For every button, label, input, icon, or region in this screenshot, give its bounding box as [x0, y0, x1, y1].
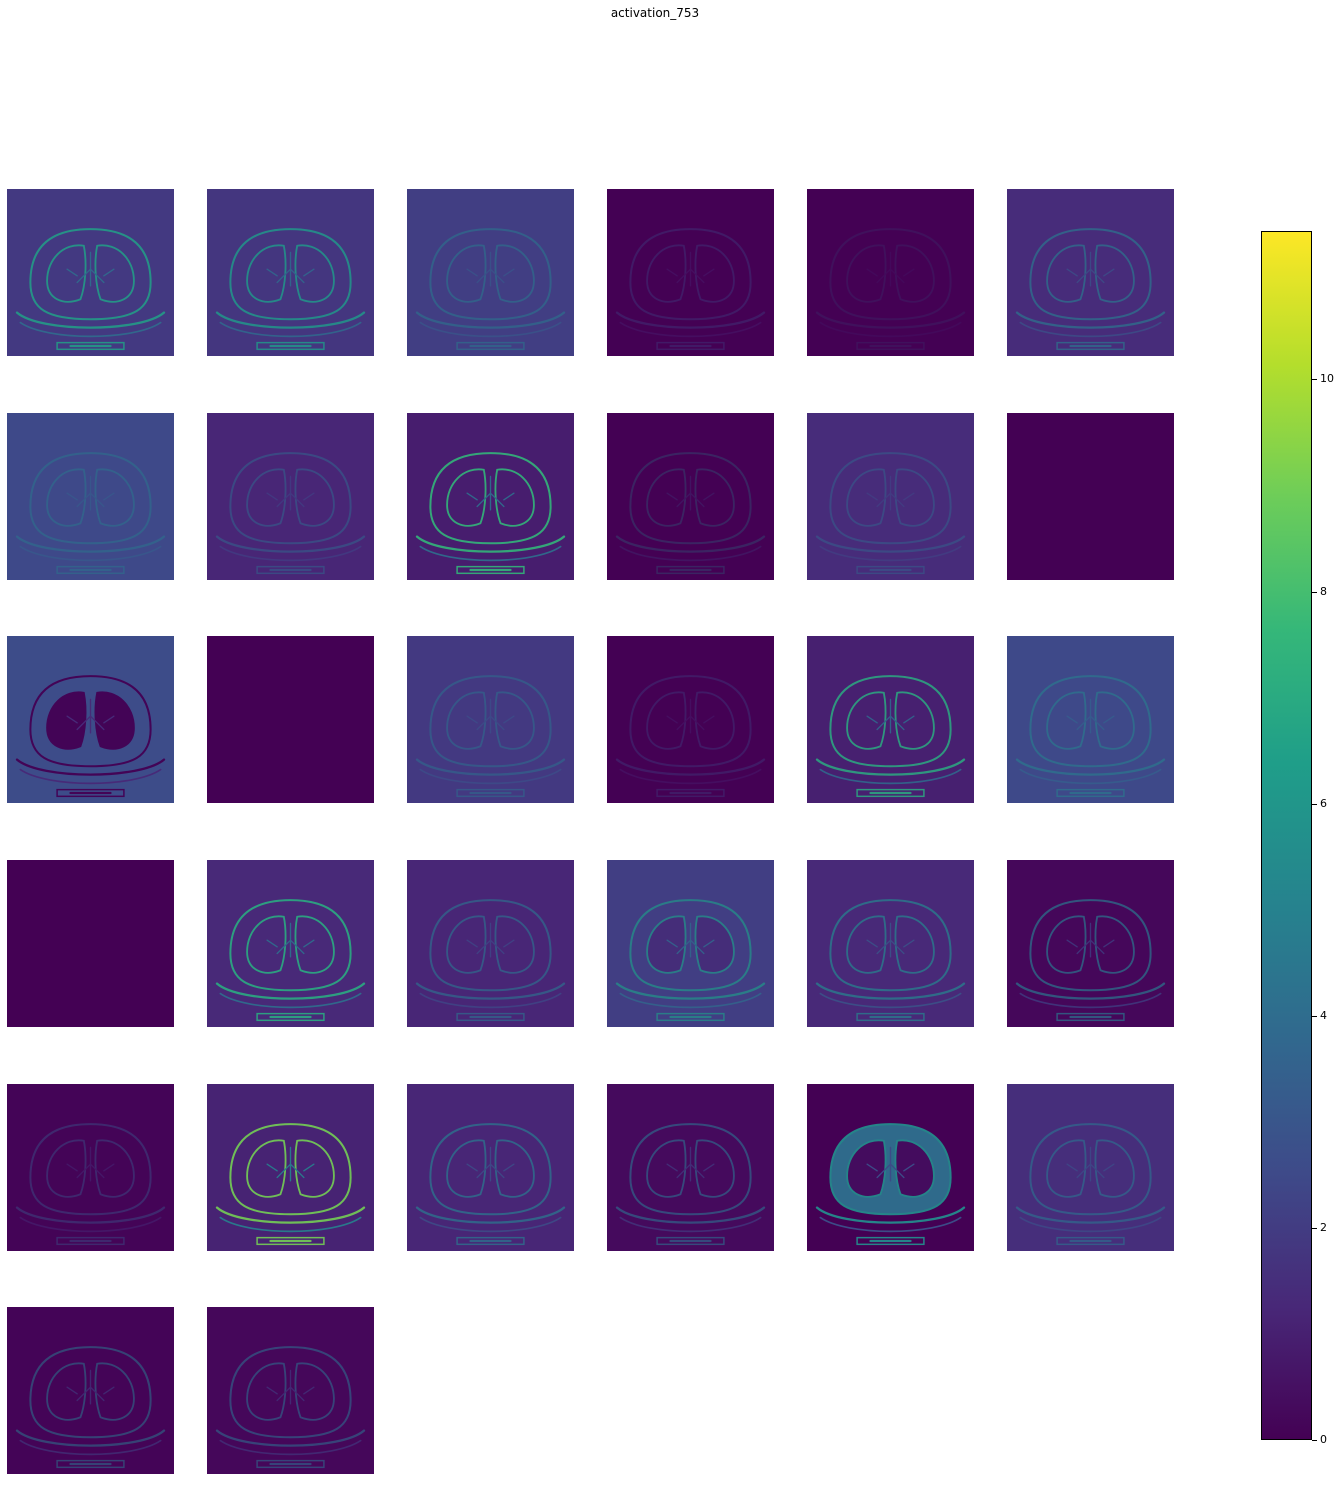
feature-map-26 [207, 1084, 374, 1251]
feature-map-10 [607, 413, 774, 580]
colorbar [1261, 231, 1312, 1440]
feature-map-12 [1007, 413, 1174, 580]
colorbar-tick-label: 4 [1320, 1009, 1327, 1022]
feature-map-image [607, 860, 774, 1027]
feature-map-23 [807, 860, 974, 1027]
feature-map-image [207, 860, 374, 1027]
feature-map-7 [7, 413, 174, 580]
feature-map-image [607, 636, 774, 803]
feature-map-image [7, 1307, 174, 1474]
feature-map-image [407, 636, 574, 803]
feature-map-28 [607, 1084, 774, 1251]
feature-map-image [407, 860, 574, 1027]
feature-map-13 [7, 636, 174, 803]
feature-map-image [407, 413, 574, 580]
feature-map-image [807, 1084, 974, 1251]
colorbar-tick [1312, 379, 1317, 380]
feature-map-11 [807, 413, 974, 580]
feature-map-32 [207, 1307, 374, 1474]
feature-map-19 [7, 860, 174, 1027]
feature-map-image [807, 860, 974, 1027]
feature-map-20 [207, 860, 374, 1027]
figure-title: activation_753 [610, 6, 700, 20]
feature-map-18 [1007, 636, 1174, 803]
feature-map-8 [207, 413, 374, 580]
feature-map-21 [407, 860, 574, 1027]
feature-map-16 [607, 636, 774, 803]
feature-map-image [1007, 413, 1174, 580]
feature-map-image [207, 1084, 374, 1251]
feature-map-image [1007, 189, 1174, 356]
feature-map-image [207, 636, 374, 803]
colorbar-tick-label: 2 [1320, 1221, 1327, 1234]
feature-map-4 [607, 189, 774, 356]
feature-map-image [7, 413, 174, 580]
feature-map-grid [7, 189, 1174, 1474]
feature-map-image [407, 1084, 574, 1251]
feature-map-image [607, 413, 774, 580]
feature-map-24 [1007, 860, 1174, 1027]
feature-map-1 [7, 189, 174, 356]
colorbar-tick [1312, 1440, 1317, 1441]
feature-map-image [207, 189, 374, 356]
feature-map-3 [407, 189, 574, 356]
feature-map-27 [407, 1084, 574, 1251]
colorbar-tick-label: 0 [1320, 1433, 1327, 1446]
feature-map-25 [7, 1084, 174, 1251]
feature-map-22 [607, 860, 774, 1027]
feature-map-image [1007, 636, 1174, 803]
feature-map-image [607, 189, 774, 356]
feature-map-image [207, 413, 374, 580]
feature-map-image [7, 860, 174, 1027]
feature-map-image [807, 636, 974, 803]
feature-map-17 [807, 636, 974, 803]
feature-map-image [7, 189, 174, 356]
colorbar-tick [1312, 1016, 1317, 1017]
feature-map-image [607, 1084, 774, 1251]
colorbar-tick [1312, 592, 1317, 593]
feature-map-image [807, 413, 974, 580]
feature-map-31 [7, 1307, 174, 1474]
feature-map-image [407, 189, 574, 356]
colorbar-tick [1312, 804, 1317, 805]
feature-map-30 [1007, 1084, 1174, 1251]
colorbar-tick-label: 6 [1320, 797, 1327, 810]
feature-map-image [1007, 860, 1174, 1027]
colorbar-tick [1312, 1228, 1317, 1229]
feature-map-5 [807, 189, 974, 356]
feature-map-image [1007, 1084, 1174, 1251]
feature-map-image [7, 636, 174, 803]
feature-map-2 [207, 189, 374, 356]
feature-map-6 [1007, 189, 1174, 356]
feature-map-image [807, 189, 974, 356]
feature-map-14 [207, 636, 374, 803]
colorbar-tick-label: 10 [1320, 372, 1334, 385]
feature-map-9 [407, 413, 574, 580]
feature-map-image [7, 1084, 174, 1251]
feature-map-image [207, 1307, 374, 1474]
colorbar-tick-label: 8 [1320, 585, 1327, 598]
feature-map-15 [407, 636, 574, 803]
feature-map-29 [807, 1084, 974, 1251]
